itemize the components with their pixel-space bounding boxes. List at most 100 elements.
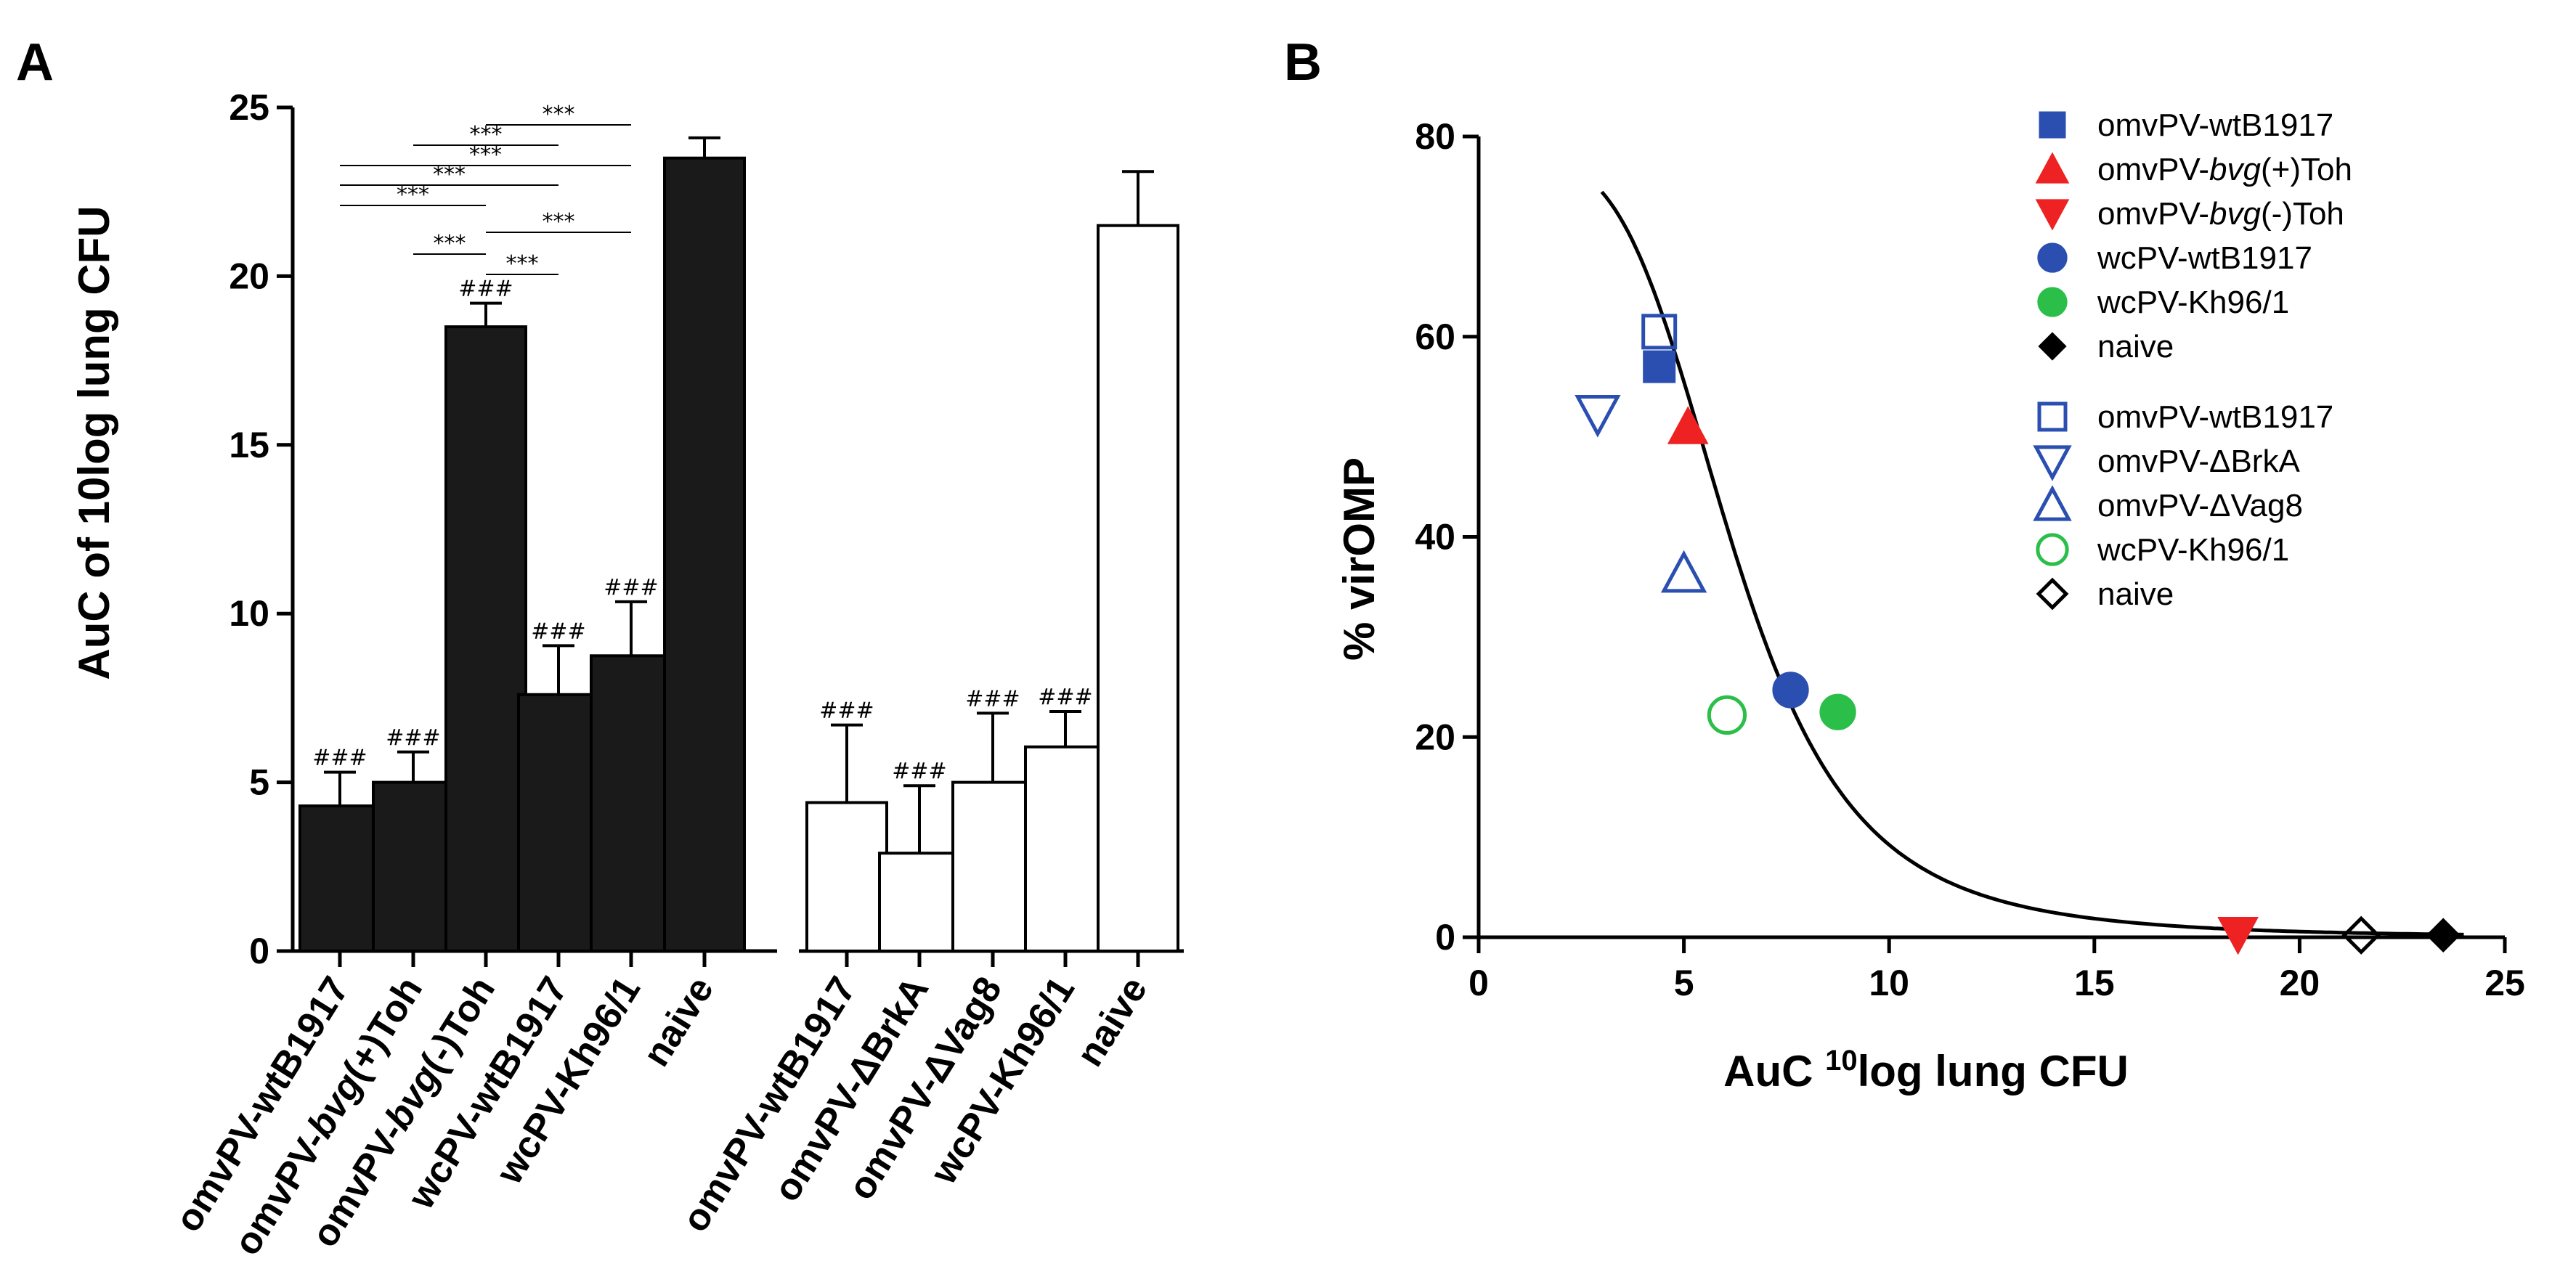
legend-label-suffix: (-)Toh bbox=[2261, 196, 2344, 232]
legend-label-prefix: omvPV- bbox=[2097, 444, 2209, 479]
x-tick-label: 10 bbox=[1869, 963, 1909, 1003]
legend-item: omvPV-wtB1917 bbox=[2039, 107, 2333, 143]
significance-hash-label: ### bbox=[531, 619, 585, 644]
significance-hash-label: ### bbox=[892, 759, 946, 784]
data-point-diamond bbox=[2341, 915, 2381, 955]
panel-a-label: A bbox=[16, 33, 54, 91]
significance-stars-label: *** bbox=[433, 162, 466, 187]
legend-label-italic: bvg bbox=[2209, 152, 2261, 187]
x-tick-label: 0 bbox=[1468, 963, 1489, 1003]
legend-item: naive bbox=[2036, 576, 2174, 612]
x-tick-label: 5 bbox=[1674, 963, 1694, 1003]
legend-item: wcPV-Kh96/1 bbox=[2036, 532, 2289, 568]
legend-item: wcPV-wtB1917 bbox=[2037, 240, 2312, 276]
legend-item: omvPV-bvg(-)Toh bbox=[2035, 196, 2344, 232]
legend-marker-triangle-down bbox=[2035, 199, 2070, 231]
legend-label: naive bbox=[2097, 329, 2174, 364]
significance-hash-label: ### bbox=[965, 686, 1020, 711]
y-tick-label: 5 bbox=[249, 762, 269, 803]
y-tick-label: 60 bbox=[1415, 317, 1455, 357]
legend-marker-square bbox=[2037, 401, 2068, 432]
bar bbox=[663, 156, 746, 953]
legend-marker-circle bbox=[2037, 242, 2068, 273]
legend-label-italic: bvg bbox=[2209, 196, 2261, 232]
y-tick-label: 25 bbox=[229, 87, 269, 128]
significance-stars-label: *** bbox=[543, 102, 575, 127]
significance-hash-label: ### bbox=[312, 746, 367, 771]
legend-label-suffix: Kh96/1 bbox=[2188, 532, 2289, 568]
significance-hash-label: ### bbox=[604, 575, 658, 600]
data-point-circle bbox=[1707, 695, 1747, 735]
bar bbox=[298, 804, 381, 952]
panel-b-scatter-chart: B % virOMP AuC 10log lung CFU 0204060800… bbox=[1284, 33, 2525, 1096]
x-axis-title-prefix: AuC bbox=[1723, 1047, 1825, 1096]
legend-marker-triangle-up bbox=[2035, 152, 2070, 184]
data-point-triangle-down bbox=[1575, 395, 1621, 438]
data-point-triangle-down bbox=[2217, 916, 2259, 955]
significance-stars-label: *** bbox=[506, 251, 539, 277]
bar bbox=[517, 693, 600, 952]
legend-label-suffix: naive bbox=[2097, 576, 2174, 612]
significance-stars-label: *** bbox=[397, 182, 429, 208]
significance-hash-label: ### bbox=[386, 725, 440, 751]
panel-b-x-axis-title: AuC 10log lung CFU bbox=[1723, 1045, 2129, 1096]
legend-label: naive bbox=[2097, 576, 2174, 612]
significance-hash-label: ### bbox=[819, 698, 874, 724]
legend-marker-diamond bbox=[2036, 577, 2069, 611]
data-point-triangle-up bbox=[1667, 406, 1709, 444]
category-label-suffix: naive bbox=[1069, 970, 1156, 1074]
data-point-circle bbox=[1772, 672, 1809, 709]
significance-hash-label: ### bbox=[1038, 685, 1092, 710]
data-point-diamond bbox=[2426, 918, 2461, 953]
legend-marker-circle bbox=[2036, 533, 2069, 566]
legend-label-prefix: wcPV- bbox=[2097, 532, 2188, 568]
legend-item: omvPV-wtB1917 bbox=[2037, 399, 2333, 435]
legend-label-prefix: wcPV- bbox=[2097, 285, 2188, 320]
y-tick-label: 20 bbox=[1415, 717, 1455, 757]
legend-item: wcPV-Kh96/1 bbox=[2037, 285, 2289, 320]
category-label: naive bbox=[1069, 970, 1156, 1074]
significance-hash-label: ### bbox=[458, 277, 513, 302]
bar bbox=[590, 654, 673, 952]
legend-label-prefix: omvPV- bbox=[2097, 399, 2209, 435]
legend-marker-triangle-up bbox=[2033, 485, 2072, 521]
bar bbox=[444, 325, 527, 952]
legend-label-suffix: (+)Toh bbox=[2261, 152, 2352, 187]
fit-curve bbox=[1600, 190, 2464, 937]
data-point-square bbox=[1643, 350, 1676, 383]
y-tick-label: 80 bbox=[1415, 116, 1455, 157]
legend-label: omvPV-wtB1917 bbox=[2097, 107, 2333, 143]
data-point-circle bbox=[1819, 693, 1856, 730]
significance-stars-label: *** bbox=[543, 209, 575, 234]
bar bbox=[1097, 224, 1179, 952]
legend-marker-triangle-down bbox=[2033, 445, 2072, 481]
panel-b-y-axis-title: % virOMP bbox=[1335, 457, 1384, 661]
legend-marker-circle bbox=[2037, 287, 2068, 317]
significance-stars-label: *** bbox=[469, 142, 502, 168]
legend-label: omvPV-bvg(+)Toh bbox=[2097, 152, 2352, 187]
legend-label: omvPV-wtB1917 bbox=[2097, 399, 2333, 435]
y-tick-label: 0 bbox=[1435, 917, 1455, 958]
legend-item: omvPV-ΔBrkA bbox=[2033, 444, 2300, 481]
legend-marker-square bbox=[2039, 111, 2066, 139]
bar bbox=[878, 852, 961, 953]
legend-label-suffix: ΔVag8 bbox=[2209, 488, 2303, 523]
legend-item: omvPV-ΔVag8 bbox=[2033, 485, 2303, 523]
bar bbox=[372, 780, 455, 952]
legend-label-suffix: wtB1917 bbox=[2209, 107, 2333, 143]
y-tick-label: 15 bbox=[229, 425, 269, 465]
x-tick-label: 20 bbox=[2280, 963, 2320, 1003]
category-label: naive bbox=[635, 970, 723, 1074]
data-point-triangle-up bbox=[1660, 550, 1707, 593]
category-label-prefix: omvPV- bbox=[674, 1100, 783, 1239]
x-axis-title-suffix: log lung CFU bbox=[1858, 1047, 2129, 1096]
legend-label: wcPV-Kh96/1 bbox=[2097, 285, 2289, 320]
category-label-suffix: naive bbox=[635, 970, 723, 1074]
y-tick-label: 10 bbox=[229, 593, 269, 634]
bar bbox=[1024, 745, 1107, 953]
y-tick-label: 20 bbox=[229, 256, 269, 296]
legend-label: omvPV-bvg(-)Toh bbox=[2097, 196, 2344, 232]
x-tick-label: 15 bbox=[2074, 963, 2115, 1003]
y-tick-label: 40 bbox=[1415, 517, 1455, 558]
